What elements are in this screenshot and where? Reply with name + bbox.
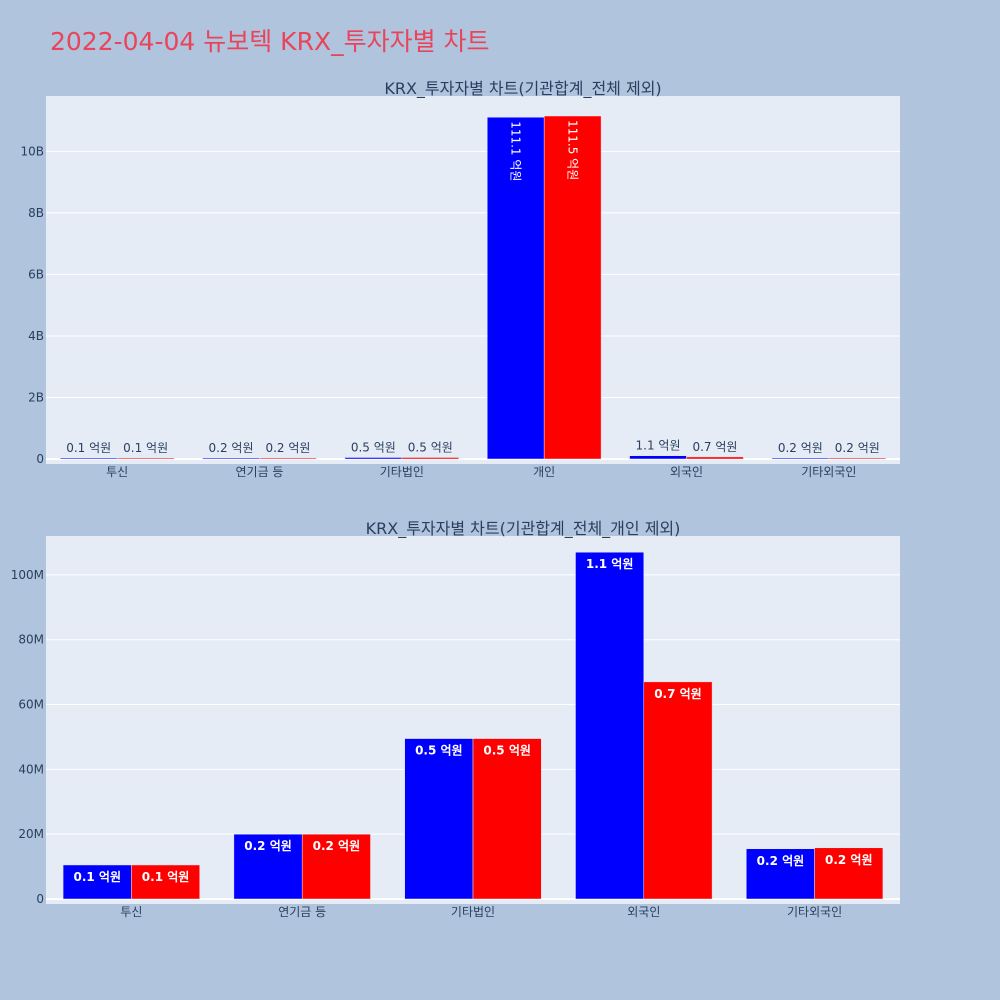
bar (404, 738, 474, 900)
data-label: 0.2 억원 (835, 441, 880, 455)
x-tick-label: 기타외국인 (801, 465, 856, 479)
bar (543, 115, 602, 460)
bar (686, 456, 744, 460)
x-tick-label: 투신 (120, 905, 142, 919)
data-label: 111.1 억원 (509, 121, 523, 181)
y-tick-label: 8B (28, 206, 44, 220)
data-label: 0.1 억원 (66, 441, 111, 455)
data-label: 0.1 억원 (73, 870, 121, 884)
x-tick-label: 기타외국인 (787, 905, 842, 919)
page-title: 2022-04-04 뉴보텍 KRX_투자자별 차트 (50, 27, 490, 56)
y-tick-label: 80M (18, 633, 44, 647)
data-label: 111.5 억원 (566, 120, 580, 180)
bar (629, 455, 687, 460)
x-tick-label: 외국인 (670, 465, 703, 479)
data-label: 0.2 억원 (757, 854, 805, 868)
data-label: 0.7 억원 (692, 440, 737, 454)
bar (643, 681, 713, 900)
data-label: 0.2 억원 (313, 839, 361, 853)
data-label: 0.2 억원 (209, 441, 254, 455)
bar (301, 833, 371, 900)
bar (771, 457, 830, 460)
y-tick-label: 4B (28, 329, 44, 343)
data-label: 0.7 억원 (654, 687, 702, 701)
data-label: 0.2 억원 (265, 441, 310, 455)
plot-area-1 (46, 96, 900, 464)
y-tick-label: 6B (28, 267, 44, 281)
data-label: 0.1 억원 (142, 870, 190, 884)
y-tick-label: 20M (18, 827, 44, 841)
x-tick-label: 기타법인 (380, 465, 424, 479)
y-tick-label: 60M (18, 698, 44, 712)
bar (116, 457, 175, 460)
chart-title-2: KRX_투자자별 차트(기관합계_전체_개인 제외) (366, 519, 681, 539)
data-label: 0.5 억원 (351, 440, 396, 454)
data-label: 0.2 억원 (778, 441, 823, 455)
y-tick-label: 100M (11, 568, 44, 582)
bar (472, 738, 542, 900)
bar (814, 847, 884, 900)
y-tick-label: 40M (18, 762, 44, 776)
bar (401, 457, 460, 460)
data-label: 0.2 억원 (244, 839, 292, 853)
x-tick-label: 투신 (106, 465, 128, 479)
bar (202, 457, 260, 460)
bar (59, 457, 118, 460)
data-label: 1.1 억원 (586, 557, 634, 571)
bar (233, 833, 303, 900)
bar (62, 864, 132, 900)
x-tick-label: 연기금 등 (236, 465, 284, 479)
data-label: 0.2 억원 (825, 853, 873, 867)
x-tick-label: 개인 (533, 465, 555, 479)
y-tick-label: 0 (36, 452, 44, 466)
bar (486, 116, 545, 460)
data-label: 0.5 억원 (408, 440, 453, 454)
y-tick-label: 2B (28, 390, 44, 404)
x-tick-label: 기타법인 (451, 905, 495, 919)
bar (131, 864, 200, 900)
x-tick-label: 연기금 등 (278, 905, 326, 919)
y-tick-label: 0 (36, 892, 44, 906)
bar (259, 457, 317, 460)
bar (575, 551, 645, 900)
data-label: 1.1 억원 (636, 439, 681, 453)
bar (344, 457, 403, 460)
y-tick-label: 10B (20, 144, 44, 158)
x-tick-label: 외국인 (627, 905, 660, 919)
data-label: 0.1 억원 (123, 441, 168, 455)
data-label: 0.5 억원 (483, 744, 531, 758)
chart-title-1: KRX_투자자별 차트(기관합계_전체 제외) (384, 79, 661, 99)
bar (828, 457, 887, 460)
data-label: 0.5 억원 (415, 744, 463, 758)
